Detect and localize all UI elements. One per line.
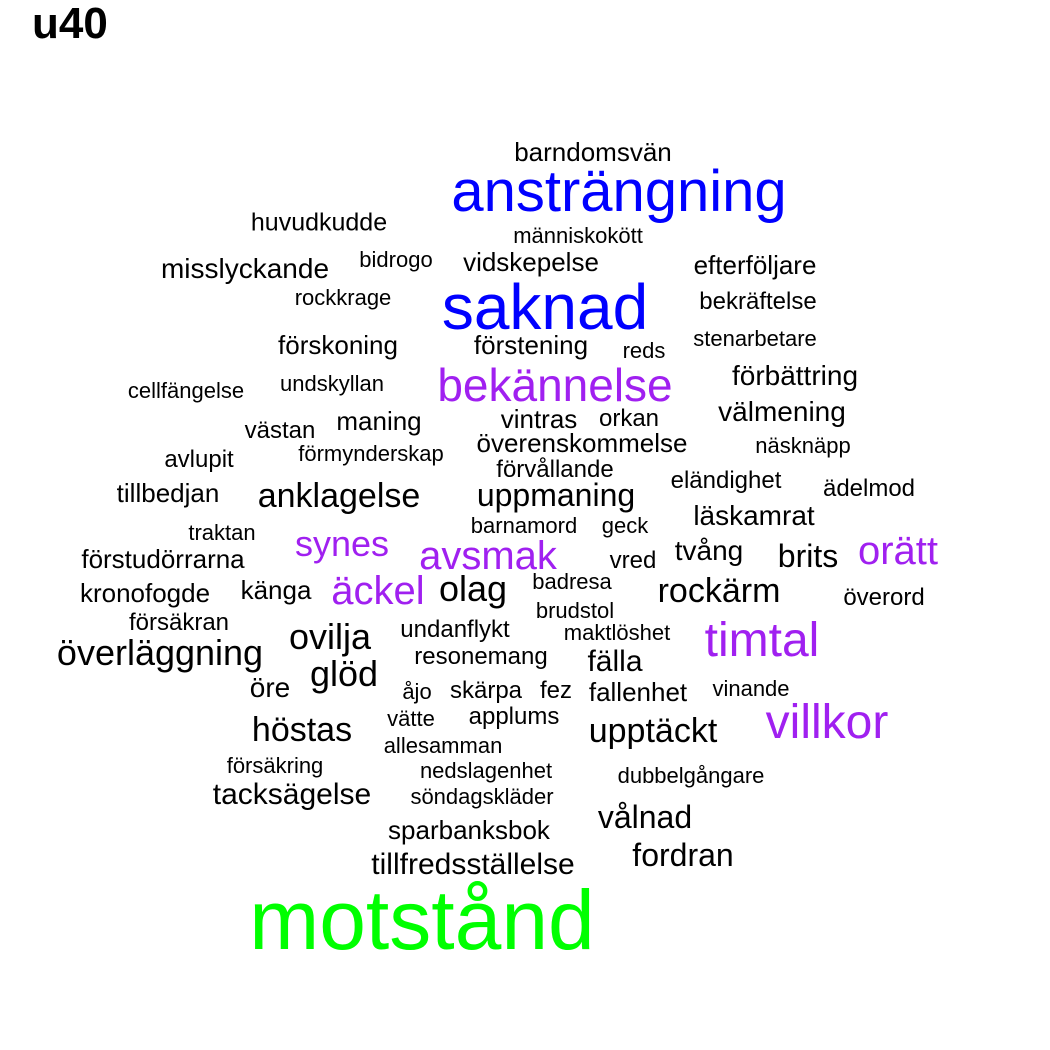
word-tier4: överord xyxy=(843,584,925,611)
word-tier4: vålnad xyxy=(597,799,693,835)
word-tier4: näsknäpp xyxy=(755,433,851,458)
word-tier4: maktlöshet xyxy=(563,620,671,645)
word-tier3: timtal xyxy=(704,614,820,667)
word-tier4: höstas xyxy=(251,711,353,749)
word-tier4: stenarbetare xyxy=(693,326,817,351)
word-tier4: upptäckt xyxy=(588,712,718,750)
word-tier4: vätte xyxy=(387,706,435,731)
word-tier4: känga xyxy=(240,575,312,605)
word-tier4: traktan xyxy=(188,520,256,545)
word-tier4: söndagskläder xyxy=(410,784,554,809)
word-tier4: sparbanksbok xyxy=(388,815,550,845)
word-tier4: förvållande xyxy=(496,456,614,483)
word-tier4: vred xyxy=(609,547,657,574)
word-tier4: barndomsvän xyxy=(514,137,672,167)
word-tier4: överenskommelse xyxy=(476,428,688,458)
word-tier3: avsmak xyxy=(419,534,557,578)
word-tier4: uppmaning xyxy=(476,477,636,513)
word-tier4: maning xyxy=(336,406,422,436)
word-tier4: brudstol xyxy=(535,598,615,623)
word-tier4: fez xyxy=(539,677,573,704)
word-tier2: ansträngning xyxy=(451,159,787,224)
word-tier4: undskyllan xyxy=(280,371,384,396)
word-tier4: tacksägelse xyxy=(212,778,372,811)
word-tier4: resonemang xyxy=(414,643,548,670)
word-tier4: tillfredsställelse xyxy=(371,848,575,881)
word-tier4: försäkran xyxy=(128,609,230,636)
word-tier4: tillbedjan xyxy=(116,478,220,508)
word-tier4: åjo xyxy=(402,679,432,704)
word-tier4: orkan xyxy=(598,405,660,432)
word-tier4: läskamrat xyxy=(693,500,815,531)
word-tier4: vintras xyxy=(500,404,578,434)
word-tier4: allesamman xyxy=(383,733,503,758)
word-tier4: misslyckande xyxy=(160,253,330,284)
word-tier4: glöd xyxy=(309,653,379,694)
word-tier4: anklagelse xyxy=(257,477,421,515)
word-tier4: ovilja xyxy=(288,616,372,657)
word-tier4: efterföljare xyxy=(693,250,817,280)
word-tier4: bekräftelse xyxy=(699,288,817,315)
word-tier4: barnamord xyxy=(470,513,578,538)
word-tier4: kronofogde xyxy=(79,578,211,608)
word-tier4: huvudkudde xyxy=(250,208,388,237)
word-tier4: rockkrage xyxy=(294,285,392,310)
word-tier4: dubbelgångare xyxy=(617,763,765,788)
word-tier4: ädelmod xyxy=(822,475,916,502)
word-tier4: rockärm xyxy=(657,572,781,610)
word-tier4: västan xyxy=(244,417,316,444)
word-tier4: cellfängelse xyxy=(127,378,245,403)
word-tier4: förstening xyxy=(473,330,589,360)
word-tier4: undanflykt xyxy=(400,616,510,643)
word-tier4: skärpa xyxy=(449,677,523,704)
word-tier4: eländighet xyxy=(670,467,782,494)
word-tier2: saknad xyxy=(441,271,649,343)
word-tier4: vidskepelse xyxy=(463,247,599,277)
page-title: u40 xyxy=(32,0,108,48)
word-tier3: orätt xyxy=(857,529,939,573)
word-tier3: bekännelse xyxy=(437,359,673,411)
word-tier4: vinande xyxy=(712,676,790,701)
word-tier4: geck xyxy=(601,513,649,538)
word-tier4: förskoning xyxy=(278,330,398,360)
word-tier4: applums xyxy=(468,703,560,730)
word-tier4: människokött xyxy=(513,223,643,248)
word-tier3: villkor xyxy=(765,696,889,749)
word-tier4: tvång xyxy=(674,535,744,566)
word-tier4: fordran xyxy=(632,837,734,873)
word-tier4: reds xyxy=(622,338,666,363)
word-tier1: motstånd xyxy=(249,873,595,967)
word-tier4: förstudörrarna xyxy=(81,544,245,574)
word-tier4: fallenhet xyxy=(588,677,688,707)
word-tier4: öre xyxy=(249,672,291,703)
word-tier4: nedslagenhet xyxy=(419,758,553,783)
word-tier3: äckel xyxy=(331,569,425,613)
word-tier4: bidrogo xyxy=(359,247,433,272)
word-tier4: olag xyxy=(438,568,508,609)
word-tier4: badresa xyxy=(532,569,612,594)
word-tier4: avlupit xyxy=(164,446,234,473)
word-tier4: förmynderskap xyxy=(298,441,444,466)
word-tier4: fälla xyxy=(587,645,643,678)
word-tier4: försäkring xyxy=(226,753,324,778)
word-tier4: brits xyxy=(777,538,839,574)
word-tier4: förbättring xyxy=(731,360,859,391)
word-tier4: överläggning xyxy=(56,632,264,673)
word-tier3: synes xyxy=(294,523,390,564)
word-tier4: välmening xyxy=(718,396,846,427)
